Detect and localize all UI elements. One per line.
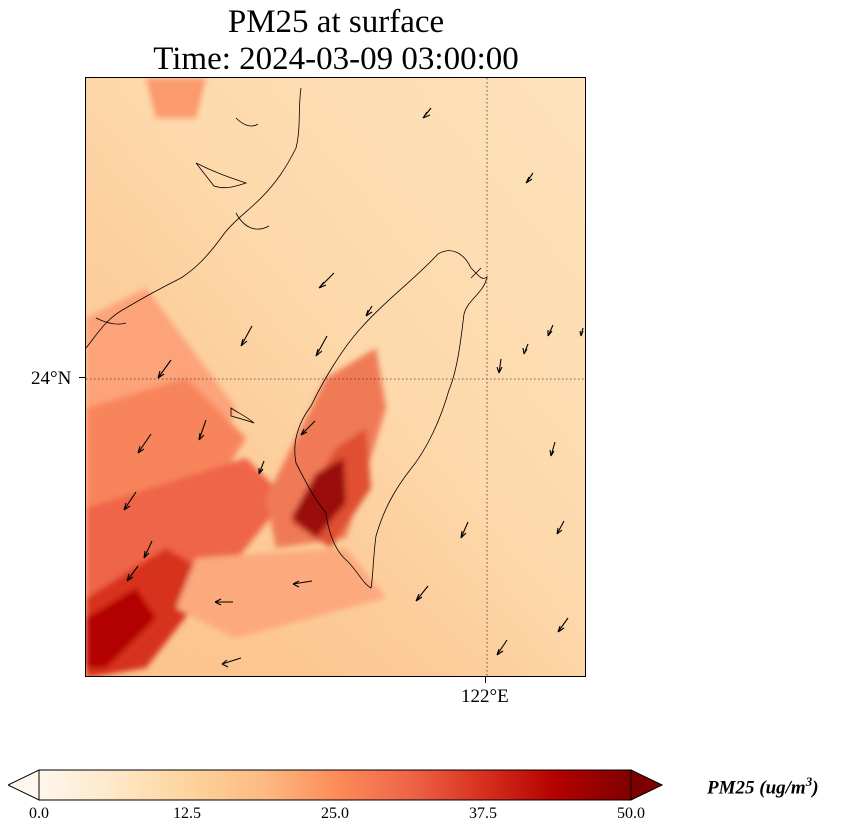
wind-arrow	[422, 107, 432, 119]
pm25-plume-max-strait	[291, 458, 346, 538]
wind-arrow	[556, 520, 565, 535]
colorbar-tick-label: 0.0	[29, 805, 49, 822]
penghu-islands	[230, 407, 255, 424]
wind-arrow	[365, 305, 373, 317]
wind-arrow	[547, 324, 554, 337]
colorbar-extend-min	[6, 769, 40, 801]
colorbar-extend-max	[630, 769, 664, 801]
wind-arrow	[415, 585, 429, 602]
coastlines	[86, 87, 488, 589]
map-canvas	[86, 78, 585, 676]
wind-arrow	[258, 460, 265, 475]
china-coastline	[86, 87, 302, 349]
taiwan-coastline	[294, 250, 488, 589]
colorbar	[6, 769, 664, 801]
pm25-plume-north	[146, 78, 206, 118]
wind-arrow	[198, 419, 207, 441]
wind-arrow	[460, 521, 469, 539]
taiwan-northeast-cape	[470, 267, 482, 279]
colorbar-tick-label: 12.5	[173, 805, 201, 822]
wind-arrow	[157, 359, 172, 379]
wind-arrow	[496, 639, 508, 656]
china-inlet-1	[195, 162, 248, 189]
colorbar-tick-label: 37.5	[469, 805, 497, 822]
lon-tick	[485, 677, 486, 683]
wind-arrow	[292, 580, 313, 588]
colorbar-tick-label: 25.0	[321, 805, 349, 822]
chart-title: PM25 at surface	[227, 4, 445, 40]
wind-arrow	[126, 565, 139, 582]
wind-arrow	[240, 325, 253, 347]
wind-arrow	[522, 343, 529, 355]
wind-arrow	[315, 335, 328, 357]
lat-tick	[79, 377, 85, 378]
china-inlet-4	[95, 317, 127, 325]
pm25-plume-max-sw	[86, 588, 156, 668]
colorbar-label: PM25 (ug/m3)	[707, 774, 819, 799]
wind-vectors	[123, 107, 584, 668]
chart-subtitle-time: Time: 2024-03-09 03:00:00	[153, 41, 519, 77]
map-panel	[85, 77, 586, 677]
wind-arrow	[318, 272, 335, 289]
wind-arrow	[496, 358, 503, 374]
wind-arrow	[549, 441, 556, 457]
colorbar-svg	[6, 769, 664, 801]
wind-arrow	[525, 172, 534, 184]
wind-arrow	[300, 420, 316, 436]
wind-arrow	[123, 491, 137, 511]
wind-arrow	[579, 327, 584, 337]
colorbar-tick-label: 50.0	[617, 805, 645, 822]
wind-arrow	[221, 657, 242, 668]
colorbar-gradient	[38, 769, 632, 801]
china-inlet-3	[235, 212, 270, 230]
pm25-plume-bashi	[176, 548, 386, 638]
wind-arrow	[214, 598, 233, 606]
pm25-plume-layer	[86, 78, 386, 676]
wind-arrow	[143, 540, 153, 559]
wind-arrow	[137, 433, 152, 454]
wind-arrow	[557, 617, 569, 633]
lon-tick-label: 122°E	[461, 686, 509, 707]
lat-tick-label: 24°N	[31, 368, 72, 389]
china-inlet-2	[235, 117, 259, 127]
